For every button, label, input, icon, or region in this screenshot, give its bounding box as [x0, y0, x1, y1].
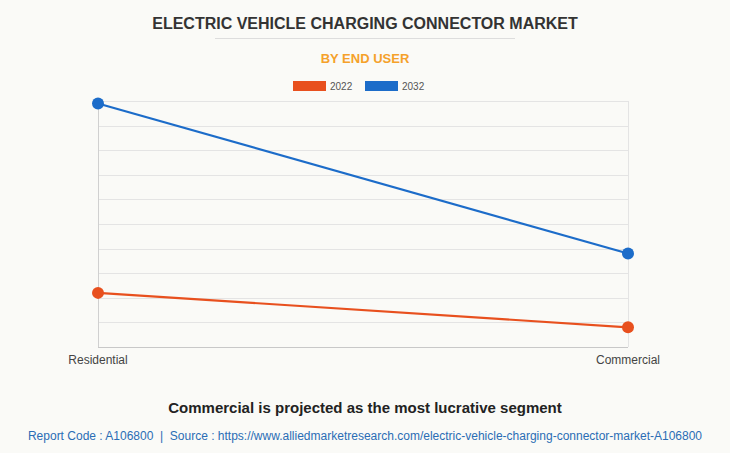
background	[0, 0, 730, 453]
series-marker	[622, 248, 634, 260]
grid-line	[98, 150, 628, 151]
series-marker	[92, 97, 104, 109]
series-marker	[622, 321, 634, 333]
grid-line	[98, 249, 628, 250]
legend-label: 2022	[330, 81, 353, 92]
grid-line	[98, 273, 628, 274]
grid-line	[98, 101, 628, 102]
plot-marks	[92, 97, 634, 333]
title-rule	[215, 38, 515, 39]
legend-swatch	[365, 81, 398, 91]
title: ELECTRIC VEHICLE CHARGING CONNECTOR MARK…	[152, 15, 578, 32]
grid-line	[98, 347, 628, 348]
y-axis-line	[98, 101, 99, 347]
series-marker	[92, 287, 104, 299]
series-line	[98, 293, 628, 327]
grid-line	[98, 175, 628, 176]
x-tick-label: Commercial	[596, 353, 660, 367]
grid-line	[98, 224, 628, 225]
subtitle: BY END USER	[321, 51, 410, 66]
plot-frame	[628, 101, 629, 347]
legend-label: 2032	[402, 81, 425, 92]
x-tick-label: Residential	[68, 353, 127, 367]
legend-swatch	[293, 81, 326, 91]
annotation: Report Code : A106800 | Source : https:/…	[28, 429, 702, 443]
chart: ELECTRIC VEHICLE CHARGING CONNECTOR MARK…	[0, 0, 730, 453]
series-line	[98, 103, 628, 253]
grid-line	[98, 199, 628, 200]
annotation: Commercial is projected as the most lucr…	[168, 399, 561, 416]
